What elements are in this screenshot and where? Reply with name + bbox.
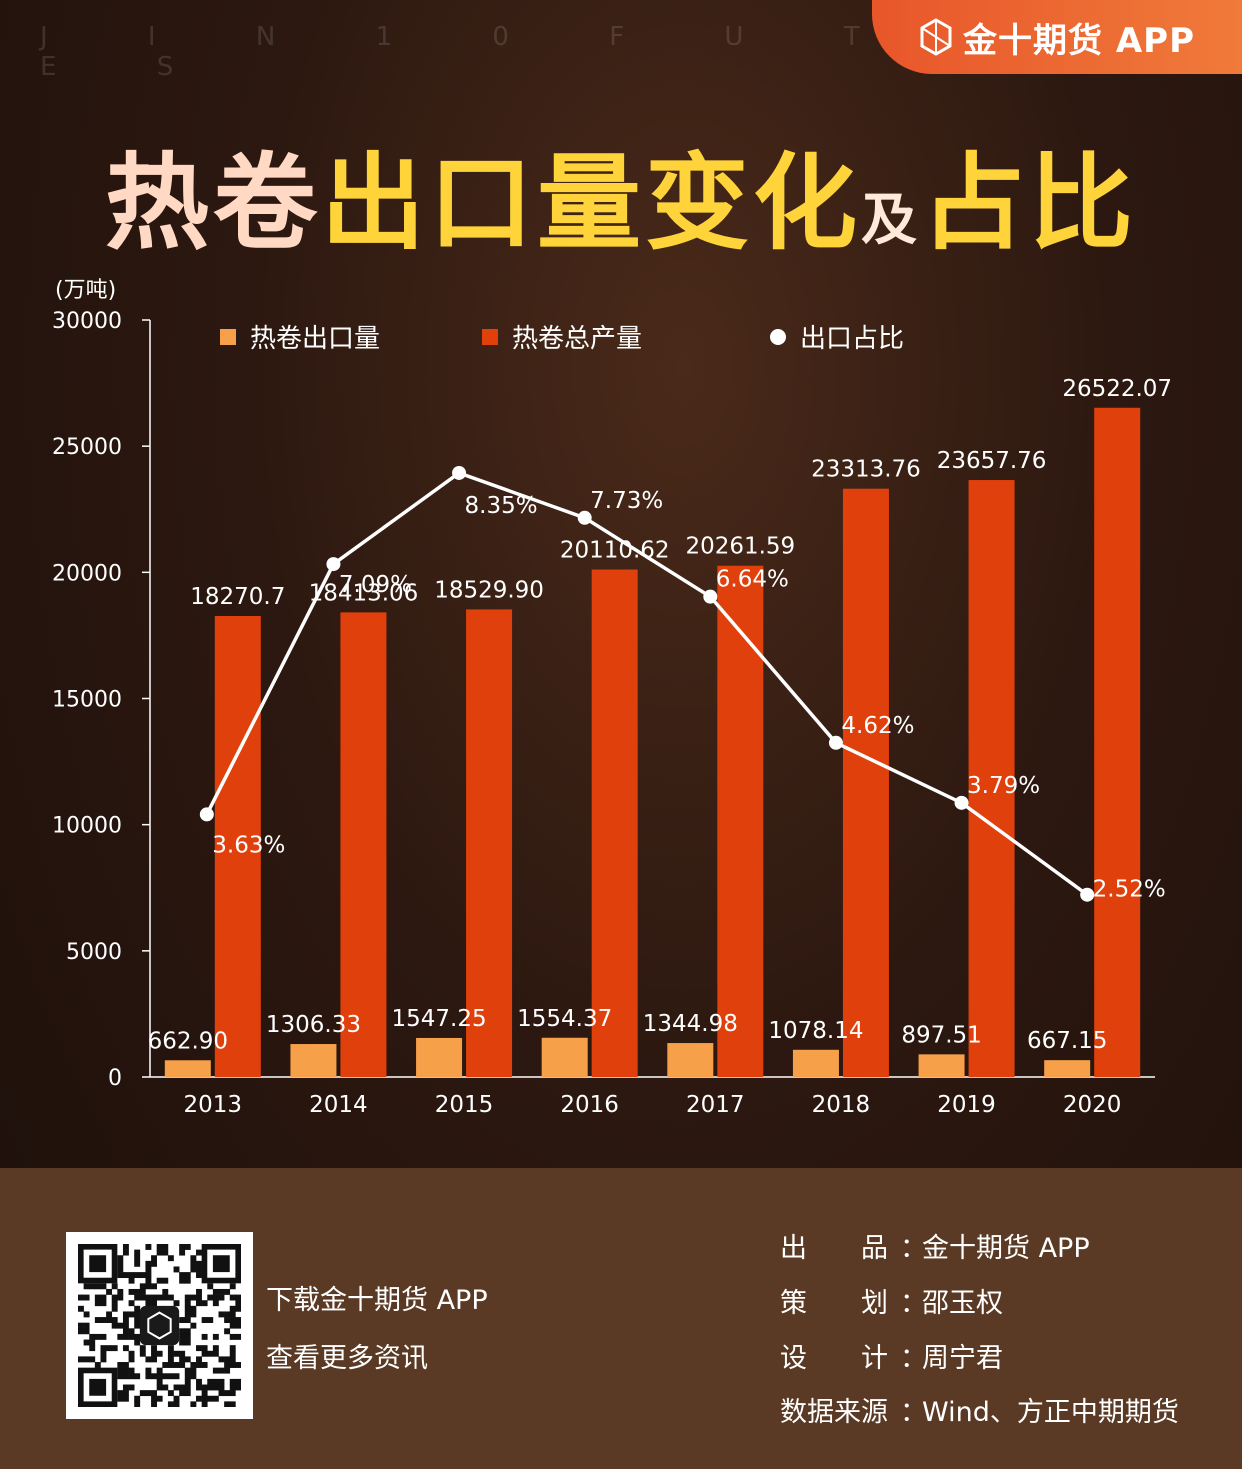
bar-export-label: 662.90 [148, 1028, 228, 1054]
bar-production-label: 18413.06 [309, 580, 419, 606]
bar-export [918, 1054, 965, 1077]
title-part3: 及 [861, 188, 921, 253]
bar-export [290, 1044, 337, 1077]
y-tick-label: 15000 [52, 688, 122, 713]
legend-swatch [220, 329, 236, 345]
bar-production [466, 609, 513, 1077]
ratio-label: 4.62% [841, 713, 914, 739]
x-tick-label: 2020 [1063, 1092, 1122, 1118]
ratio-point [577, 510, 592, 525]
x-tick-label: 2018 [812, 1092, 871, 1118]
credit-producer: 出 品：金十期货 APP [780, 1226, 1090, 1265]
credit-value: Wind、方正中期期货 [922, 1397, 1179, 1428]
bar-export [416, 1037, 463, 1077]
credit-key: 数据来源 [780, 1397, 888, 1428]
x-tick-label: 2013 [184, 1092, 243, 1118]
x-tick-label: 2015 [435, 1092, 494, 1118]
ratio-label: 3.79% [967, 773, 1040, 799]
bar-production [214, 615, 261, 1077]
bar-production-label: 23657.76 [937, 448, 1047, 474]
bar-production [591, 569, 638, 1077]
brand-tag: 金十期货 APP [872, 0, 1242, 74]
y-tick-label: 10000 [52, 814, 122, 839]
bar-production-label: 20261.59 [685, 534, 795, 560]
credit-value: 金十期货 APP [922, 1233, 1090, 1264]
brand-app-name: 金十期货 APP [963, 20, 1195, 61]
x-tick-label: 2017 [686, 1092, 745, 1118]
ratio-label: 7.09% [339, 572, 412, 598]
bar-export [792, 1049, 839, 1077]
ratio-point [828, 735, 843, 750]
qr-code-pattern [78, 1244, 241, 1407]
ratio-label: 6.64% [716, 567, 789, 593]
title-part4: 占比 [921, 142, 1138, 264]
credit-key: 设 计 [780, 1343, 888, 1374]
y-tick-label: 30000 [52, 309, 122, 334]
bar-export-label: 897.51 [901, 1022, 981, 1048]
y-tick-label: 5000 [66, 940, 122, 965]
bar-export [541, 1037, 588, 1077]
credit-planner: 策 划：邵玉权 [780, 1281, 1003, 1320]
ratio-point [1080, 887, 1095, 902]
ratio-label: 2.52% [1093, 877, 1166, 903]
bar-export [1044, 1060, 1091, 1077]
ratio-line [205, 470, 1089, 897]
y-axis-unit: (万吨) [55, 278, 117, 303]
bar-production [842, 488, 889, 1077]
ratio-label: 8.35% [465, 493, 538, 519]
credit-key: 策 划 [780, 1288, 888, 1319]
bar-export-label: 1547.25 [392, 1006, 487, 1032]
bar-export-label: 1306.33 [266, 1012, 361, 1038]
title-part2: 出口量变化 [320, 142, 861, 264]
bar-export [667, 1043, 714, 1077]
qr-code[interactable] [66, 1232, 253, 1419]
ratio-point [326, 557, 341, 572]
y-tick-label: 20000 [52, 561, 122, 586]
credit-value: 周宁君 [922, 1343, 1003, 1374]
legend-label: 出口占比 [800, 324, 904, 354]
x-tick-label: 2019 [937, 1092, 996, 1118]
bar-export-label: 667.15 [1027, 1028, 1107, 1054]
credit-value: 邵玉权 [922, 1288, 1003, 1319]
more-info-text: 查看更多资讯 [266, 1343, 428, 1374]
bar-production-label: 18529.90 [434, 577, 544, 603]
ratio-label: 3.63% [212, 832, 285, 858]
bar-export-label: 1554.37 [517, 1006, 612, 1032]
bar-production-label: 26522.07 [1062, 376, 1172, 402]
x-tick-label: 2014 [309, 1092, 368, 1118]
bar-production [1094, 407, 1141, 1077]
bar-production-label: 23313.76 [811, 457, 921, 483]
y-tick-label: 0 [108, 1066, 122, 1091]
bar-export [164, 1060, 211, 1077]
y-tick-label: 25000 [52, 435, 122, 460]
chart: 0 5000 10000 15000 20000 25000 30000 热卷出口量 热卷总产量… [52, 309, 1172, 1118]
page-title: 热卷出口量变化及占比 [0, 118, 1242, 269]
bar-production [968, 480, 1015, 1077]
title-part1: 热卷 [104, 142, 321, 264]
legend-label: 热卷出口量 [250, 324, 380, 354]
ratio-point [452, 465, 467, 480]
jin10-logo-icon [920, 18, 952, 56]
bar-export-label: 1344.98 [643, 1011, 738, 1037]
bar-export-label: 1078.14 [768, 1018, 863, 1044]
legend-label: 热卷总产量 [512, 324, 642, 354]
ratio-label: 7.73% [590, 488, 663, 514]
bar-production [717, 565, 764, 1077]
download-app-text: 下载金十期货 APP [266, 1285, 488, 1316]
ratio-point [954, 795, 969, 810]
bar-production-label: 18270.7 [190, 584, 285, 610]
ratio-point [199, 807, 214, 822]
legend-swatch [482, 329, 498, 345]
x-tick-label: 2016 [560, 1092, 619, 1118]
bar-production [340, 612, 387, 1077]
credit-source: 数据来源 ：Wind、方正中期期货 [780, 1390, 1179, 1429]
credit-key: 出 品 [780, 1233, 888, 1264]
credit-designer: 设 计：周宁君 [780, 1336, 1003, 1375]
ratio-point [703, 589, 718, 604]
legend-swatch [770, 329, 786, 345]
